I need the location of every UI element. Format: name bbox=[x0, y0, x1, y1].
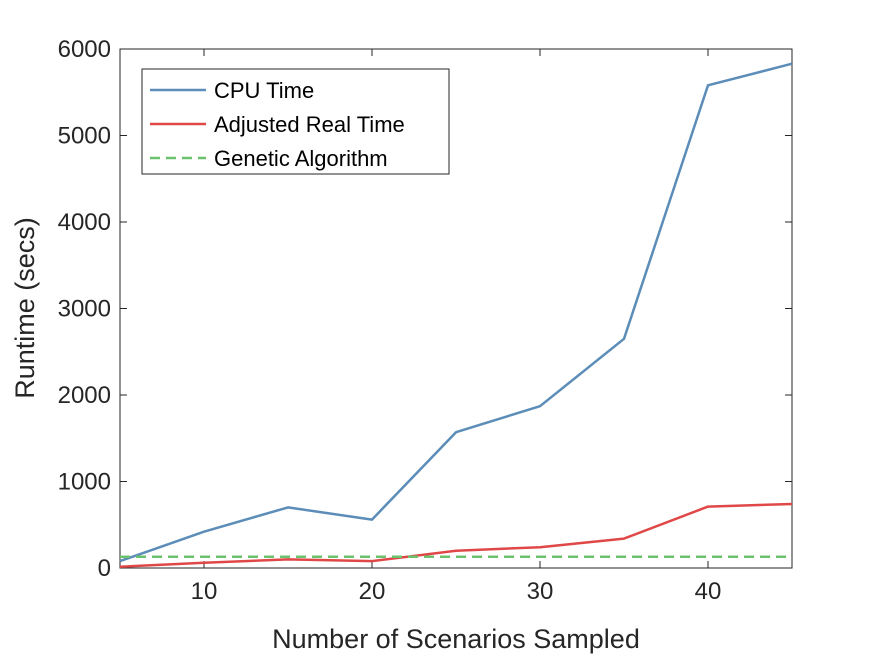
x-tick-label-10: 10 bbox=[191, 578, 218, 605]
x-axis-title: Number of Scenarios Sampled bbox=[272, 624, 640, 654]
legend: CPU Time Adjusted Real Time Genetic Algori… bbox=[141, 68, 450, 175]
legend-label-1: Adjusted Real Time bbox=[214, 112, 405, 137]
legend-label-2: Genetic Algorithm bbox=[214, 146, 388, 171]
y-tick-label-2000: 2000 bbox=[58, 382, 111, 409]
x-tick-label-30: 30 bbox=[527, 578, 554, 605]
y-tick-label-6000: 6000 bbox=[58, 36, 111, 63]
y-tick-label-0: 0 bbox=[98, 555, 111, 582]
y-tick-label-3000: 3000 bbox=[58, 296, 111, 323]
y-tick-label-1000: 1000 bbox=[58, 469, 111, 496]
y-tick-label-4000: 4000 bbox=[58, 209, 111, 236]
x-tick-label-20: 20 bbox=[359, 578, 386, 605]
legend-label-0: CPU Time bbox=[214, 78, 314, 103]
series-lines bbox=[119, 62, 793, 568]
legend-box bbox=[141, 68, 450, 175]
y-axis-title: Runtime (secs) bbox=[10, 217, 40, 399]
axis-ticks: 10 20 30 40 0 1000 2000 3000 4000 5000 6000 bbox=[58, 36, 792, 605]
series-line-1 bbox=[119, 502, 793, 568]
y-tick-label-5000: 5000 bbox=[58, 123, 111, 150]
x-tick-label-40: 40 bbox=[695, 578, 722, 605]
series-line-0 bbox=[119, 62, 793, 563]
